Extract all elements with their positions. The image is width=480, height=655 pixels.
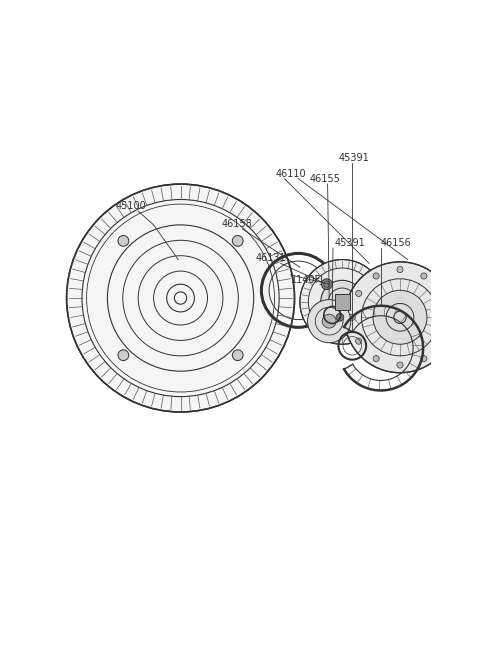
Ellipse shape [321, 280, 364, 324]
Ellipse shape [232, 236, 243, 246]
Text: 46156: 46156 [381, 238, 411, 248]
Text: 1140FJ: 1140FJ [291, 275, 324, 285]
Ellipse shape [421, 273, 427, 279]
Bar [335, 294, 350, 310]
Ellipse shape [308, 299, 351, 343]
Ellipse shape [349, 314, 355, 320]
Ellipse shape [356, 338, 362, 345]
Ellipse shape [67, 184, 295, 412]
Ellipse shape [373, 356, 379, 362]
Ellipse shape [421, 356, 427, 362]
Ellipse shape [322, 314, 336, 328]
Ellipse shape [118, 236, 129, 246]
Ellipse shape [336, 314, 344, 321]
Text: 45391: 45391 [338, 153, 369, 163]
Text: 45100: 45100 [115, 201, 146, 211]
Text: 46110: 46110 [275, 169, 306, 179]
Text: 46131: 46131 [255, 253, 286, 263]
Ellipse shape [438, 290, 444, 297]
Text: 46158: 46158 [221, 219, 252, 229]
Ellipse shape [444, 314, 451, 320]
Ellipse shape [397, 362, 403, 368]
Ellipse shape [345, 262, 456, 373]
Ellipse shape [438, 338, 444, 345]
Ellipse shape [300, 259, 384, 345]
Ellipse shape [118, 350, 129, 361]
Ellipse shape [356, 290, 362, 297]
Text: 46155: 46155 [309, 174, 340, 184]
Ellipse shape [322, 279, 332, 290]
Ellipse shape [373, 290, 427, 345]
Text: 45391: 45391 [335, 238, 365, 248]
Ellipse shape [232, 350, 243, 361]
Ellipse shape [397, 267, 403, 272]
Ellipse shape [373, 273, 379, 279]
